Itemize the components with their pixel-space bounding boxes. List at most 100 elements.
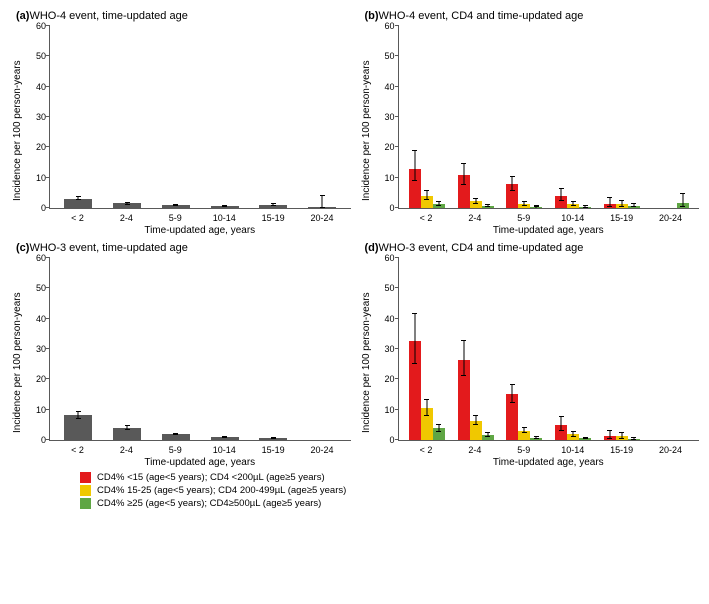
error-bar-lower <box>621 436 622 438</box>
bar <box>162 434 190 440</box>
bar-group <box>403 258 452 440</box>
bar-group <box>403 26 452 208</box>
chart: Incidence per 100 person-years0102030405… <box>10 26 351 236</box>
error-bar-upper <box>414 313 415 342</box>
y-tick-label: 50 <box>371 51 395 61</box>
x-tick-label: < 2 <box>402 445 451 455</box>
bars-area <box>50 26 351 208</box>
bar <box>604 436 616 440</box>
bar-group <box>298 26 347 208</box>
panel-title-text: WHO-3 event, CD4 and time-updated age <box>379 242 584 254</box>
bar-group <box>598 258 647 440</box>
bar-group <box>646 26 695 208</box>
panel-a: (a)WHO-4 event, time-updated ageIncidenc… <box>10 10 351 236</box>
bar-group <box>249 26 298 208</box>
x-tick-label: 15-19 <box>597 213 646 223</box>
error-bar-lower <box>414 169 415 181</box>
bar-group <box>249 258 298 440</box>
error-bar-upper <box>426 399 427 408</box>
chart: Incidence per 100 person-years0102030405… <box>359 258 700 468</box>
error-bar-lower <box>609 204 610 207</box>
error-bar-lower <box>273 205 274 207</box>
error-bar-lower <box>573 434 574 436</box>
error-bar-lower <box>224 206 225 207</box>
y-tick-label: 50 <box>371 283 395 293</box>
bar-group <box>451 258 500 440</box>
error-bar-lower <box>127 428 128 430</box>
bar-group <box>200 258 249 440</box>
y-tick-label: 30 <box>371 344 395 354</box>
bar <box>482 206 494 208</box>
y-tick-label: 30 <box>22 112 46 122</box>
y-tick-label: 50 <box>22 51 46 61</box>
x-tick-label: 15-19 <box>249 213 298 223</box>
y-tick-label: 30 <box>371 112 395 122</box>
y-tick-label: 60 <box>22 21 46 31</box>
bar-group <box>500 258 549 440</box>
x-tick-label: 15-19 <box>597 445 646 455</box>
error-bar-upper <box>463 163 464 175</box>
y-tick-label: 0 <box>22 435 46 445</box>
bar-group <box>103 26 152 208</box>
bar <box>616 204 628 208</box>
bar <box>482 435 494 440</box>
bar <box>518 204 530 208</box>
error-bar-lower <box>475 421 476 426</box>
error-bar-lower <box>175 205 176 206</box>
legend-swatch <box>80 498 91 509</box>
error-bar-upper <box>414 150 415 168</box>
error-bar-lower <box>487 435 488 437</box>
error-bar-lower <box>536 438 537 439</box>
bar <box>579 438 591 440</box>
bar <box>555 196 567 208</box>
bar <box>433 204 445 208</box>
error-bar-lower <box>78 415 79 419</box>
error-bar-lower <box>512 184 513 191</box>
bar <box>259 438 287 440</box>
panel-c: (c)WHO-3 event, time-updated ageIncidenc… <box>10 242 351 468</box>
y-tick-label: 40 <box>371 82 395 92</box>
panel-d: (d)WHO-3 event, CD4 and time-updated age… <box>359 242 700 468</box>
bar-group <box>200 26 249 208</box>
error-bar-lower <box>633 206 634 208</box>
x-tick-label: 2-4 <box>102 445 151 455</box>
bar <box>64 415 92 440</box>
error-bar-upper <box>512 176 513 184</box>
panel-title-text: WHO-4 event, CD4 and time-updated age <box>379 10 584 22</box>
panel-title: (c)WHO-3 event, time-updated age <box>10 242 351 254</box>
error-bar-upper <box>322 195 323 207</box>
x-axis-label: Time-updated age, years <box>398 225 700 236</box>
bar <box>259 205 287 208</box>
error-bar-lower <box>426 196 427 201</box>
error-bar-upper <box>609 197 610 204</box>
legend-swatch <box>80 472 91 483</box>
x-tick-label: 20-24 <box>298 213 347 223</box>
y-tick-label: 0 <box>22 203 46 213</box>
bar <box>567 434 579 440</box>
bar <box>628 206 640 208</box>
bars-area <box>399 258 700 440</box>
bar-group <box>549 258 598 440</box>
x-tick-label: 5-9 <box>151 213 200 223</box>
error-bar-lower <box>475 201 476 204</box>
x-tick-label: < 2 <box>53 213 102 223</box>
legend-item: CD4% <15 (age<5 years); CD4 <200µL (age≥… <box>80 472 699 483</box>
x-tick-label: 20-24 <box>646 445 695 455</box>
x-tick-label: 2-4 <box>450 213 499 223</box>
x-tick-label: 10-14 <box>548 213 597 223</box>
error-bar-upper <box>463 340 464 360</box>
bar <box>579 207 591 208</box>
x-axis-label: Time-updated age, years <box>398 457 700 468</box>
panel-b: (b)WHO-4 event, CD4 and time-updated age… <box>359 10 700 236</box>
x-tick-label: 5-9 <box>499 213 548 223</box>
error-bar-lower <box>463 360 464 377</box>
x-tick-label: < 2 <box>402 213 451 223</box>
bar <box>113 428 141 440</box>
x-axis-label: Time-updated age, years <box>49 457 351 468</box>
error-bar-lower <box>573 204 574 206</box>
legend-text: CD4% <15 (age<5 years); CD4 <200µL (age≥… <box>97 472 325 483</box>
bar <box>211 437 239 440</box>
bar <box>409 341 421 440</box>
y-tick-label: 50 <box>22 283 46 293</box>
error-bar-lower <box>561 425 562 431</box>
